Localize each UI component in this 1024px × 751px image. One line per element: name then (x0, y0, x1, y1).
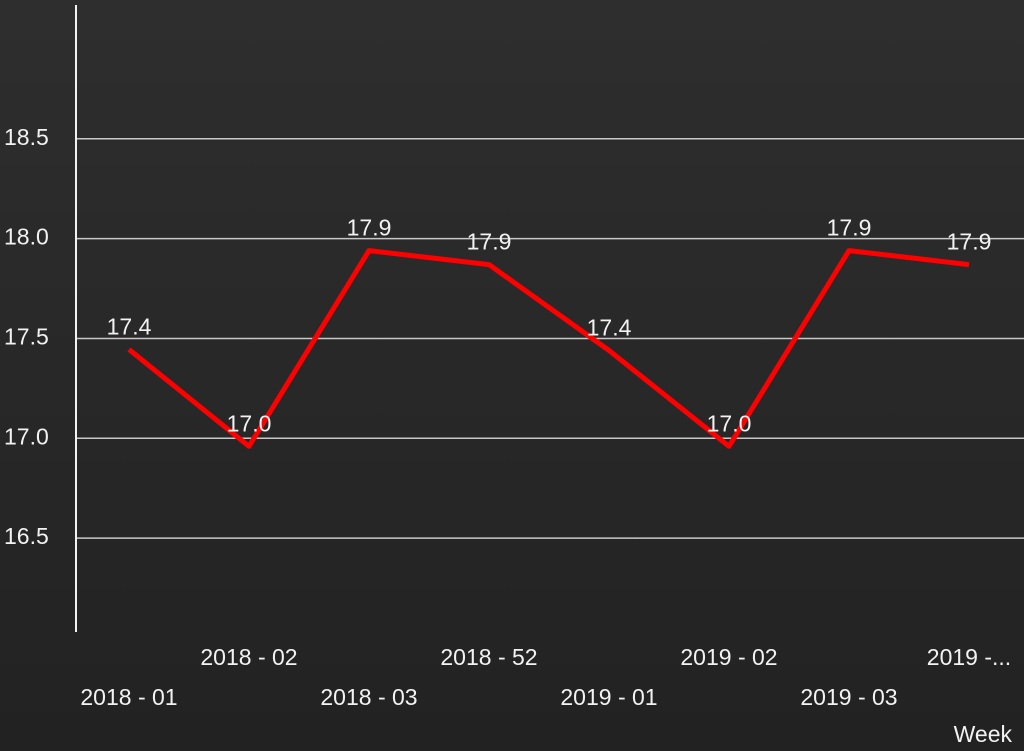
data-label: 17.9 (827, 215, 872, 241)
x-tick-label: 2018 - 02 (200, 644, 297, 670)
y-tick-label: 17.0 (4, 423, 49, 449)
line (127, 248, 970, 449)
x-tick-label: 2019 - 03 (800, 684, 897, 710)
data-label: 17.9 (347, 215, 392, 241)
y-tick-label: 17.5 (4, 324, 49, 350)
y-tick-label: 16.5 (4, 523, 49, 549)
data-label: 17.0 (707, 410, 752, 436)
x-tick-label: 2018 - 03 (320, 684, 417, 710)
x-tick-label: 2018 - 52 (440, 644, 537, 670)
y-tick-label: 18.5 (4, 124, 49, 150)
x-tick-label: 2019 - 01 (560, 684, 657, 710)
x-tick-label: 2018 - 01 (80, 684, 177, 710)
y-tick-label: 18.0 (4, 224, 49, 250)
data-label: 17.4 (107, 314, 152, 340)
data-label: 17.9 (947, 229, 992, 255)
data-label: 17.4 (587, 315, 632, 341)
x-tick-label: 2019 - 02 (680, 644, 777, 670)
x-tick-label: 2019 -... (927, 644, 1011, 670)
data-label: 17.9 (467, 229, 512, 255)
data-label: 17.0 (227, 410, 272, 436)
x-axis-label: Week (954, 721, 1013, 747)
